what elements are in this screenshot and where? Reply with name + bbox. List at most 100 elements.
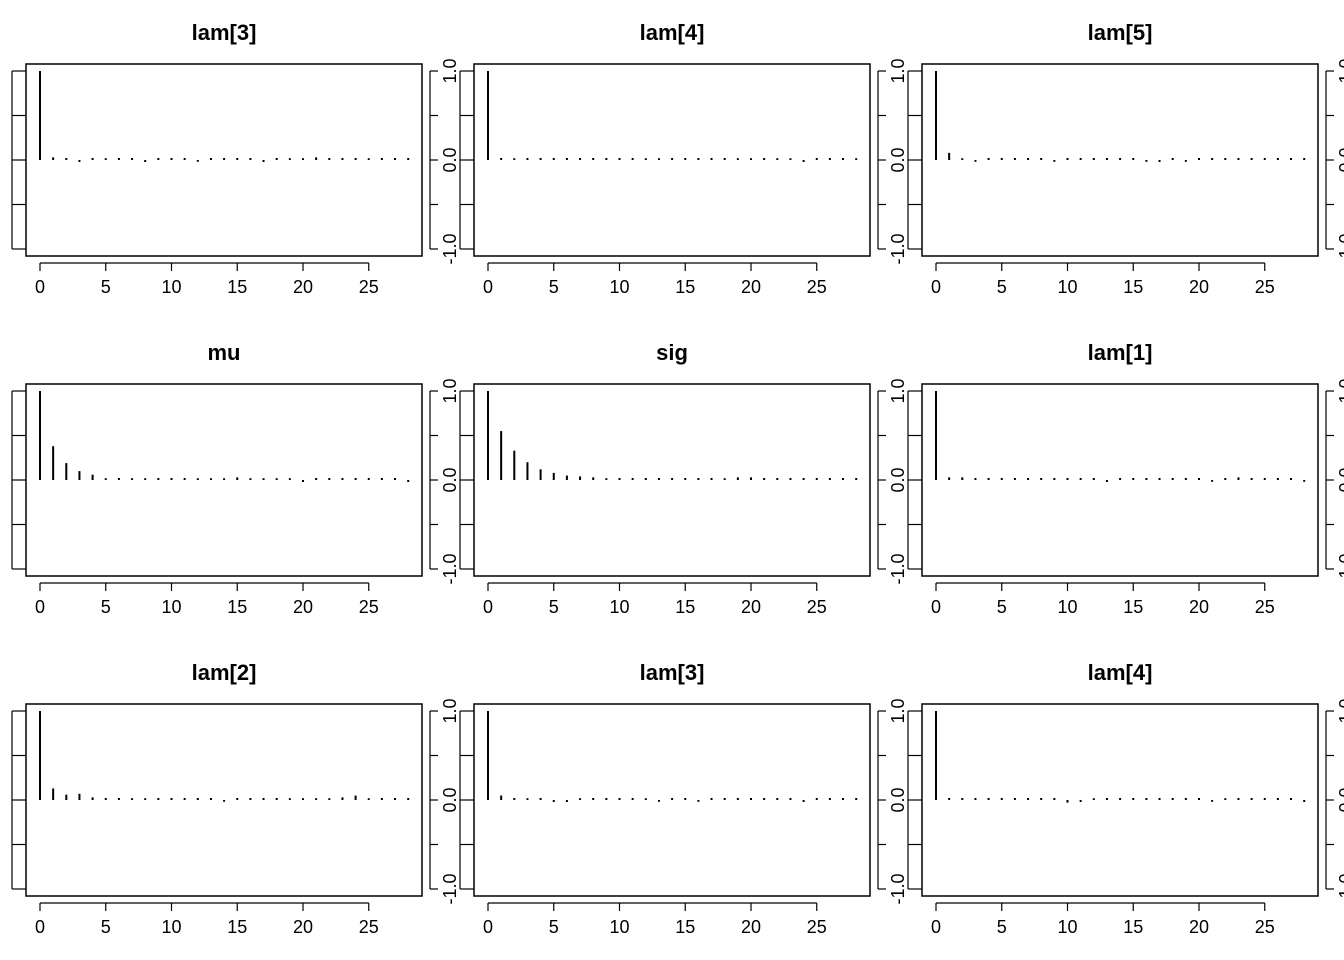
x-tick-label: 5 (101, 597, 111, 617)
x-tick-label: 5 (549, 917, 559, 937)
panel-title: lam[1] (1088, 340, 1153, 365)
y-tick-label: -1.0 (1336, 233, 1344, 264)
y-tick-label: 0.0 (1336, 467, 1344, 492)
y-tick-label: 0.0 (1336, 147, 1344, 172)
panel-title: lam[2] (192, 660, 257, 685)
y-tick-label: -1.0 (888, 233, 908, 264)
panel-title: lam[3] (192, 20, 257, 45)
x-tick-label: 10 (1057, 597, 1077, 617)
x-tick-label: 20 (1189, 277, 1209, 297)
x-tick-label: 5 (101, 277, 111, 297)
x-tick-label: 5 (997, 597, 1007, 617)
acf-panel: lam[3] 0 5 10 15 20 25 -1.0 0.0 1.0 (459, 660, 908, 937)
x-tick-label: 5 (101, 917, 111, 937)
x-tick-label: 15 (227, 917, 247, 937)
x-tick-label: 0 (35, 597, 45, 617)
x-tick-label: 10 (609, 277, 629, 297)
acf-panel: lam[5] 0 5 10 15 20 25 -1.0 0.0 1.0 (907, 20, 1344, 297)
x-tick-label: 25 (359, 597, 379, 617)
acf-panel: lam[3] 0 5 10 15 20 25 -1.0 0.0 1.0 (11, 20, 460, 297)
x-tick-label: 0 (483, 917, 493, 937)
acf-panel: lam[1] 0 5 10 15 20 25 -1.0 0.0 1.0 (907, 340, 1344, 617)
y-tick-label: 1.0 (888, 378, 908, 403)
x-tick-label: 25 (1255, 917, 1275, 937)
x-tick-label: 10 (1057, 917, 1077, 937)
x-tick-label: 0 (483, 597, 493, 617)
x-tick-label: 20 (741, 277, 761, 297)
x-tick-label: 10 (609, 597, 629, 617)
x-tick-label: 5 (997, 277, 1007, 297)
x-tick-label: 25 (359, 277, 379, 297)
x-tick-label: 20 (1189, 597, 1209, 617)
panel-title: lam[3] (640, 660, 705, 685)
acf-panel: sig 0 5 10 15 20 25 -1.0 0.0 1.0 (459, 340, 908, 617)
x-tick-label: 10 (161, 277, 181, 297)
panel-title: lam[4] (640, 20, 705, 45)
x-tick-label: 20 (741, 597, 761, 617)
y-tick-label: 0.0 (440, 467, 460, 492)
y-tick-label: 1.0 (440, 378, 460, 403)
x-tick-label: 10 (609, 917, 629, 937)
y-tick-label: 1.0 (440, 58, 460, 83)
y-tick-label: 0.0 (440, 787, 460, 812)
y-tick-label: 0.0 (440, 147, 460, 172)
y-tick-label: 1.0 (440, 698, 460, 723)
y-tick-label: -1.0 (888, 553, 908, 584)
acf-panel: lam[2] 0 5 10 15 20 25 -1.0 0.0 1.0 (11, 660, 460, 937)
y-tick-label: -1.0 (440, 873, 460, 904)
x-tick-label: 25 (1255, 277, 1275, 297)
x-tick-label: 0 (35, 277, 45, 297)
x-tick-label: 5 (549, 597, 559, 617)
x-tick-label: 15 (1123, 597, 1143, 617)
x-tick-label: 15 (675, 597, 695, 617)
x-tick-label: 25 (807, 277, 827, 297)
y-tick-label: 0.0 (888, 147, 908, 172)
acf-panel: lam[4] 0 5 10 15 20 25 -1.0 0.0 1.0 (907, 660, 1344, 937)
x-tick-label: 10 (161, 917, 181, 937)
x-tick-label: 15 (227, 277, 247, 297)
y-tick-label: 1.0 (888, 58, 908, 83)
y-tick-label: 1.0 (1336, 58, 1344, 83)
x-tick-label: 0 (931, 917, 941, 937)
x-tick-label: 25 (359, 917, 379, 937)
y-tick-label: 1.0 (888, 698, 908, 723)
y-tick-label: -1.0 (888, 873, 908, 904)
x-tick-label: 15 (1123, 917, 1143, 937)
y-tick-label: 0.0 (1336, 787, 1344, 812)
x-tick-label: 25 (1255, 597, 1275, 617)
y-tick-label: 0.0 (888, 467, 908, 492)
x-tick-label: 25 (807, 917, 827, 937)
x-tick-label: 10 (1057, 277, 1077, 297)
x-tick-label: 20 (293, 597, 313, 617)
x-tick-label: 20 (293, 917, 313, 937)
panel-title: lam[4] (1088, 660, 1153, 685)
x-tick-label: 15 (1123, 277, 1143, 297)
y-tick-label: -1.0 (1336, 873, 1344, 904)
x-tick-label: 15 (675, 917, 695, 937)
x-tick-label: 0 (35, 917, 45, 937)
x-tick-label: 25 (807, 597, 827, 617)
panel-title: lam[5] (1088, 20, 1153, 45)
y-tick-label: -1.0 (1336, 553, 1344, 584)
x-tick-label: 20 (1189, 917, 1209, 937)
x-tick-label: 10 (161, 597, 181, 617)
x-tick-label: 15 (227, 597, 247, 617)
panel-title: mu (208, 340, 241, 365)
acf-panel: lam[4] 0 5 10 15 20 25 -1.0 0.0 1.0 (459, 20, 908, 297)
x-tick-label: 0 (483, 277, 493, 297)
y-tick-label: 1.0 (1336, 698, 1344, 723)
panel-title: sig (656, 340, 688, 365)
x-tick-label: 5 (997, 917, 1007, 937)
y-tick-label: 1.0 (1336, 378, 1344, 403)
acf-panel: mu 0 5 10 15 20 25 -1.0 0.0 1.0 (11, 340, 460, 617)
y-tick-label: -1.0 (440, 233, 460, 264)
y-tick-label: -1.0 (440, 553, 460, 584)
x-tick-label: 15 (675, 277, 695, 297)
x-tick-label: 20 (293, 277, 313, 297)
x-tick-label: 0 (931, 597, 941, 617)
x-tick-label: 20 (741, 917, 761, 937)
x-tick-label: 0 (931, 277, 941, 297)
y-tick-label: 0.0 (888, 787, 908, 812)
x-tick-label: 5 (549, 277, 559, 297)
